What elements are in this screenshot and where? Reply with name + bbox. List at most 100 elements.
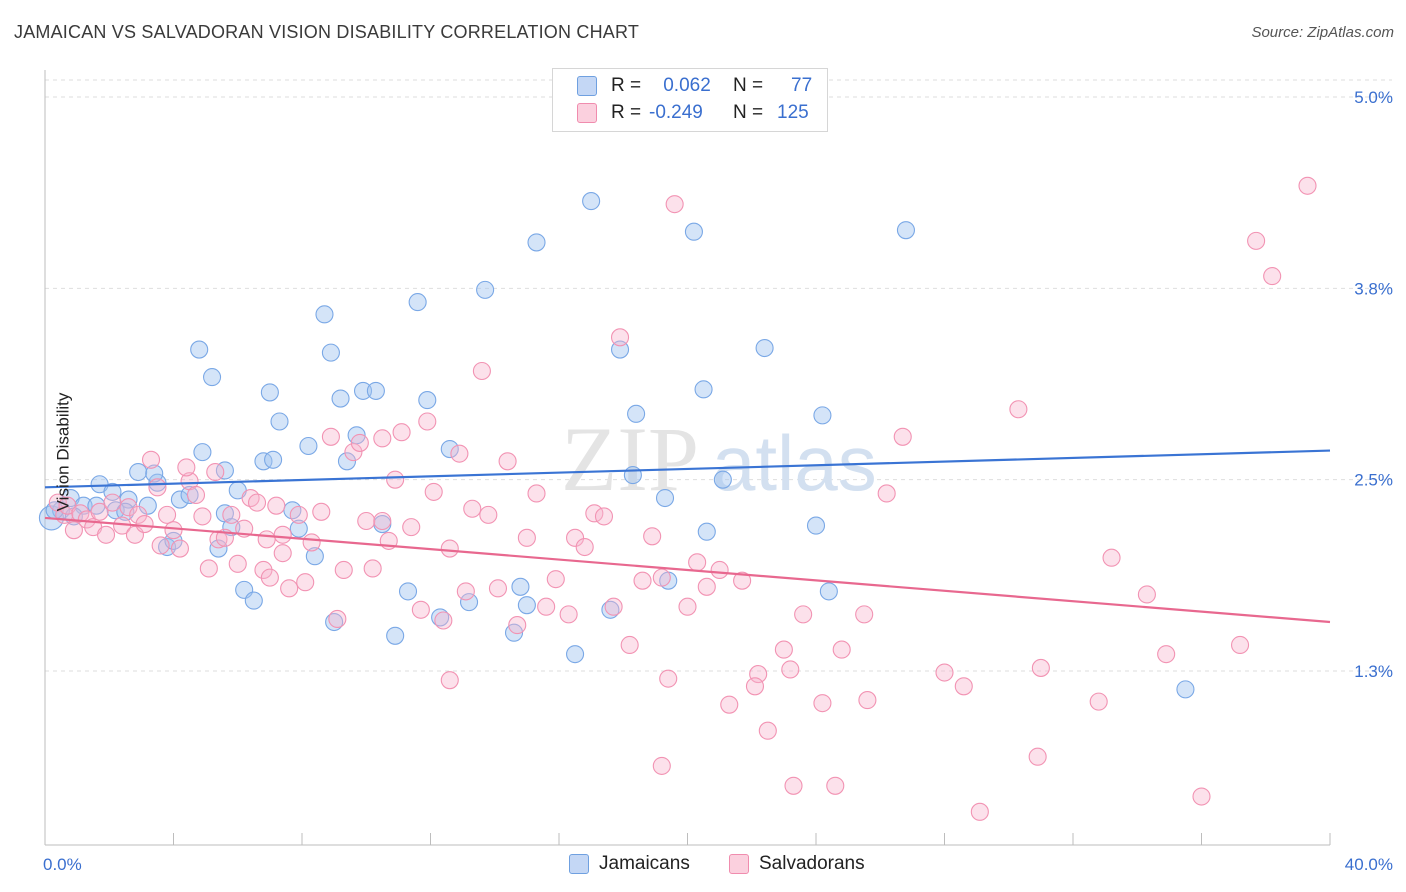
salvadoran-point (559, 605, 578, 624)
jamaican-point (337, 452, 357, 471)
salvadoran-point (1089, 692, 1108, 711)
jamaican-point (203, 368, 222, 387)
jamaican-point (697, 522, 716, 541)
salvadoran-point (209, 530, 228, 549)
jamaican-point (896, 221, 916, 240)
salvadoran-point (260, 568, 279, 587)
salvadoran-point (440, 671, 459, 690)
bottom-legend-label: Jamaicans (599, 853, 690, 874)
salvadoran-point (678, 597, 697, 616)
salvadoran-point (119, 498, 138, 517)
salvadoran-point (1157, 645, 1176, 664)
bottom-legend-jamaicans: Jamaicans (569, 851, 690, 877)
salvadoran-point (652, 568, 671, 587)
salvadoran-point (620, 635, 639, 655)
salvadoran-point (832, 640, 851, 659)
jamaican-point (566, 645, 585, 664)
legend-r-value: 0.062 (663, 75, 711, 96)
salvadoran-point (697, 577, 716, 596)
salvadoran-point (148, 478, 167, 497)
salvadoran-point (585, 504, 604, 523)
legend-n-value: 77 (791, 75, 813, 96)
jamaican-point (459, 593, 479, 612)
salvadoran-point (177, 458, 196, 477)
jamaican-point (305, 547, 324, 566)
salvadoran-point (954, 677, 973, 696)
salvadoran-point (479, 505, 498, 524)
salvadoran-point (604, 597, 623, 616)
jamaican-point (321, 343, 340, 362)
legend-n-label: N = (733, 102, 764, 123)
legend-n-label: N = (733, 75, 764, 96)
salvadoran-point (1028, 747, 1047, 766)
salvadoran-point (302, 533, 321, 552)
salvadoran-point (411, 600, 430, 619)
salvadoran-point (296, 573, 315, 592)
legend-row-salvadorans: R = -0.249 N = 125 (577, 101, 809, 125)
jamaican-point (713, 470, 732, 489)
salvadoran-point (170, 539, 189, 558)
y-axis-label: Vision Disability (53, 392, 73, 512)
salvadoran-point (855, 605, 874, 624)
salvadoran-point (424, 482, 443, 501)
jamaican-point (103, 482, 122, 501)
jamaican-point (145, 464, 164, 483)
salvadoran-point (710, 560, 729, 580)
jamaican-point (627, 404, 646, 423)
salvadoran-point (206, 462, 225, 482)
salvadoran-point (498, 452, 517, 471)
salvadoran-point (970, 802, 989, 821)
salvadoran-point (488, 579, 508, 598)
salvadoran-point (328, 609, 347, 629)
salvadoran-point (610, 328, 630, 347)
salvadoran-point (527, 484, 546, 503)
salvadoran-point (745, 677, 765, 696)
salvadoran-point (199, 559, 218, 578)
salvadoran-point (537, 597, 556, 616)
jamaican-point (418, 391, 437, 410)
salvadoran-point (402, 518, 421, 537)
salvadoran-point (508, 616, 527, 635)
salvadoran-point (344, 443, 363, 462)
jamaican-point (582, 192, 601, 211)
salvadoran-point (1263, 267, 1282, 286)
jamaican-point (366, 381, 385, 400)
salvadoran-point (813, 694, 832, 713)
salvadoran-point (135, 515, 154, 534)
salvadoran-point (566, 528, 585, 547)
legend-r-label: R = (611, 102, 642, 123)
salvadoran-point (273, 525, 292, 544)
salvadoran-point (357, 511, 376, 531)
salvadoran-point (1102, 548, 1121, 567)
jamaican-point (244, 591, 263, 610)
salvadoran-point (1031, 658, 1050, 677)
jamaican-point (408, 293, 427, 312)
salvadoran-point (321, 427, 340, 446)
chart-title: JAMAICAN VS SALVADORAN VISION DISABILITY… (14, 22, 640, 42)
jamaican-point (476, 280, 495, 299)
salvadoran-point (373, 511, 392, 531)
jamaican-point (806, 516, 826, 535)
salvadoran-point (1192, 787, 1211, 806)
watermark: ZIP (561, 408, 699, 510)
salvadoran-point (893, 427, 912, 446)
legend-swatch-jamaicans (577, 76, 597, 96)
salvadoran-point (90, 502, 109, 521)
jamaican-point (315, 305, 334, 324)
salvadoran-point (774, 640, 793, 659)
salvadoran-point (280, 579, 299, 598)
salvadoran-point (794, 605, 813, 624)
salvadoran-point (1009, 400, 1028, 419)
jamaican-point (254, 452, 273, 471)
jamaican-trend-line (44, 449, 1331, 489)
salvadoran-point (434, 611, 453, 630)
bottom-legend-salvadorans: Salvadorans (729, 851, 865, 877)
salvadoran-point (1231, 635, 1250, 655)
salvadoran-point (456, 582, 475, 601)
salvadoran-point (350, 433, 369, 452)
salvadoran-point (418, 412, 437, 431)
x-tick-label: 0.0% (43, 855, 82, 874)
salvadoran-point (386, 470, 405, 489)
jamaican-point (386, 626, 405, 645)
